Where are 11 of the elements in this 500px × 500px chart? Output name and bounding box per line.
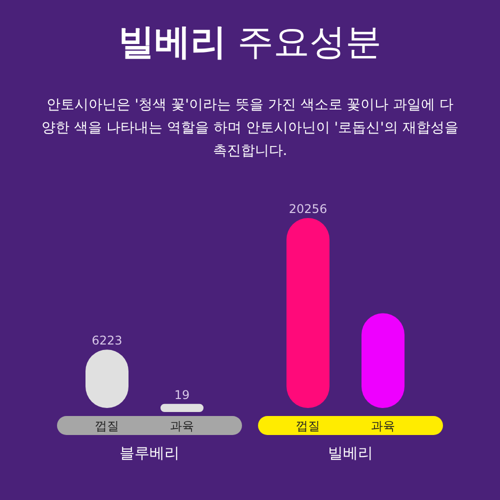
text: 빌베리 — [328, 444, 373, 462]
data-label: 6223 — [92, 334, 122, 348]
chart-subtitle: 안토시아닌은 '청색 꽃'이라는 뜻을 가진 색소로 꽃이나 과일에 다양한 색을 나타내는 역할을 하며 안토시아닌이 '로돕신'의 재합성을 촉진합니다. — [40, 96, 460, 161]
x-tick-label: 껍질 — [296, 419, 320, 433]
x-tick-label: 과육 — [371, 419, 395, 433]
data-label: 19 — [174, 388, 190, 402]
data-label: 20256 — [288, 202, 328, 216]
text: 블루베리 — [120, 444, 180, 462]
x-tick-label: 과육 — [170, 419, 194, 433]
x-tick-label: 껍질 — [95, 419, 119, 433]
chart-title: 빌베리 주요성분 — [118, 22, 382, 63]
